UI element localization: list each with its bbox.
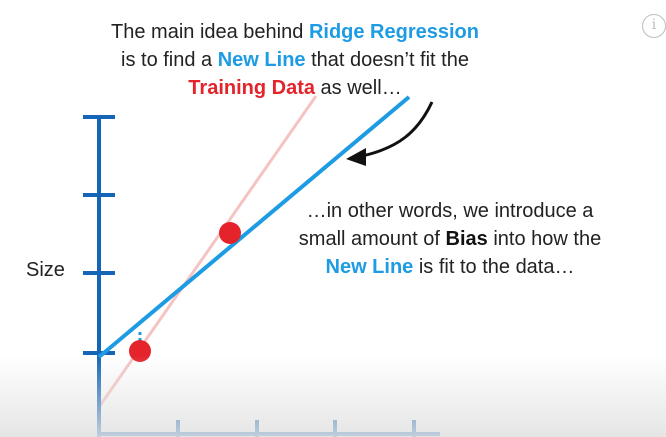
main-idea-caption: The main idea behind Ridge Regression is… [30,18,560,102]
y-axis-label: Size [26,259,65,281]
caption-line: is to find a New Line that doesn’t fit t… [30,46,560,74]
new-line-term: New Line [325,256,414,278]
caption-line: New Line is fit to the data… [255,253,645,281]
caption-line: small amount of Bias into how the [255,225,645,253]
caption-text: The main idea behind [111,21,309,43]
arrow-head-icon [346,148,366,166]
bias-caption: …in other words, we introduce a small am… [255,197,645,281]
caption-text: is to find a [121,49,218,71]
caption-line: The main idea behind Ridge Regression [30,18,560,46]
caption-text: that doesn’t fit the [305,49,469,71]
new-line-term: New Line [217,49,306,71]
info-circle-icon[interactable]: i [642,14,666,38]
caption-text: is fit to the data… [413,256,575,278]
bias-term: Bias [445,228,488,250]
training-data-term: Training Data [188,77,315,99]
new-line [97,95,411,359]
caption-text: into how the [487,228,602,250]
caption-text: small amount of [298,228,446,250]
caption-line: Training Data as well… [30,74,560,102]
training-point [129,340,151,362]
caption-line: …in other words, we introduce a [306,200,594,222]
curved-arrow [361,101,434,158]
ridge-regression-term: Ridge Regression [308,21,479,43]
training-point [219,222,241,244]
caption-text: as well… [315,77,402,99]
